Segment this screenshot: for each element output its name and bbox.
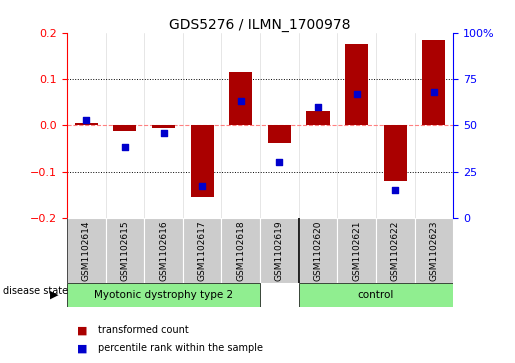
Bar bbox=[345, 44, 368, 125]
Bar bbox=[268, 125, 291, 143]
Point bbox=[82, 117, 91, 123]
Bar bbox=[376, 218, 415, 283]
Bar bbox=[191, 125, 214, 197]
Text: GSM1102622: GSM1102622 bbox=[391, 220, 400, 281]
Bar bbox=[384, 125, 407, 181]
Text: GSM1102619: GSM1102619 bbox=[275, 220, 284, 281]
Bar bbox=[260, 218, 299, 283]
Bar bbox=[337, 218, 376, 283]
Bar bbox=[221, 218, 260, 283]
Bar bbox=[299, 283, 453, 307]
Text: GSM1102623: GSM1102623 bbox=[430, 220, 438, 281]
Text: ■: ■ bbox=[77, 325, 88, 335]
Text: GSM1102616: GSM1102616 bbox=[159, 220, 168, 281]
Point bbox=[121, 144, 129, 150]
Text: Myotonic dystrophy type 2: Myotonic dystrophy type 2 bbox=[94, 290, 233, 300]
Bar bbox=[183, 218, 221, 283]
Text: GSM1102614: GSM1102614 bbox=[82, 220, 91, 281]
Text: GSM1102618: GSM1102618 bbox=[236, 220, 245, 281]
Point bbox=[236, 98, 245, 104]
Bar bbox=[67, 218, 106, 283]
Bar bbox=[113, 125, 136, 131]
Point bbox=[275, 159, 283, 165]
Point bbox=[352, 91, 360, 97]
Text: GSM1102621: GSM1102621 bbox=[352, 220, 361, 281]
Text: percentile rank within the sample: percentile rank within the sample bbox=[98, 343, 263, 354]
Point bbox=[430, 89, 438, 95]
Text: disease state: disease state bbox=[3, 286, 67, 296]
Bar bbox=[75, 123, 98, 125]
Point bbox=[159, 130, 167, 135]
Bar bbox=[144, 218, 183, 283]
Bar bbox=[106, 218, 144, 283]
Text: GSM1102615: GSM1102615 bbox=[121, 220, 129, 281]
Bar bbox=[67, 283, 260, 307]
Point bbox=[391, 187, 400, 193]
Bar bbox=[152, 125, 175, 128]
Point bbox=[314, 104, 322, 110]
Bar bbox=[306, 111, 330, 125]
Point bbox=[198, 183, 206, 189]
Bar bbox=[415, 218, 453, 283]
Text: GSM1102617: GSM1102617 bbox=[198, 220, 207, 281]
Title: GDS5276 / ILMN_1700978: GDS5276 / ILMN_1700978 bbox=[169, 18, 351, 32]
Text: control: control bbox=[358, 290, 394, 300]
Bar bbox=[299, 218, 337, 283]
Text: transformed count: transformed count bbox=[98, 325, 188, 335]
Text: ▶: ▶ bbox=[50, 290, 58, 300]
Bar bbox=[422, 40, 445, 125]
Text: ■: ■ bbox=[77, 343, 88, 354]
Text: GSM1102620: GSM1102620 bbox=[314, 220, 322, 281]
Bar bbox=[229, 72, 252, 125]
